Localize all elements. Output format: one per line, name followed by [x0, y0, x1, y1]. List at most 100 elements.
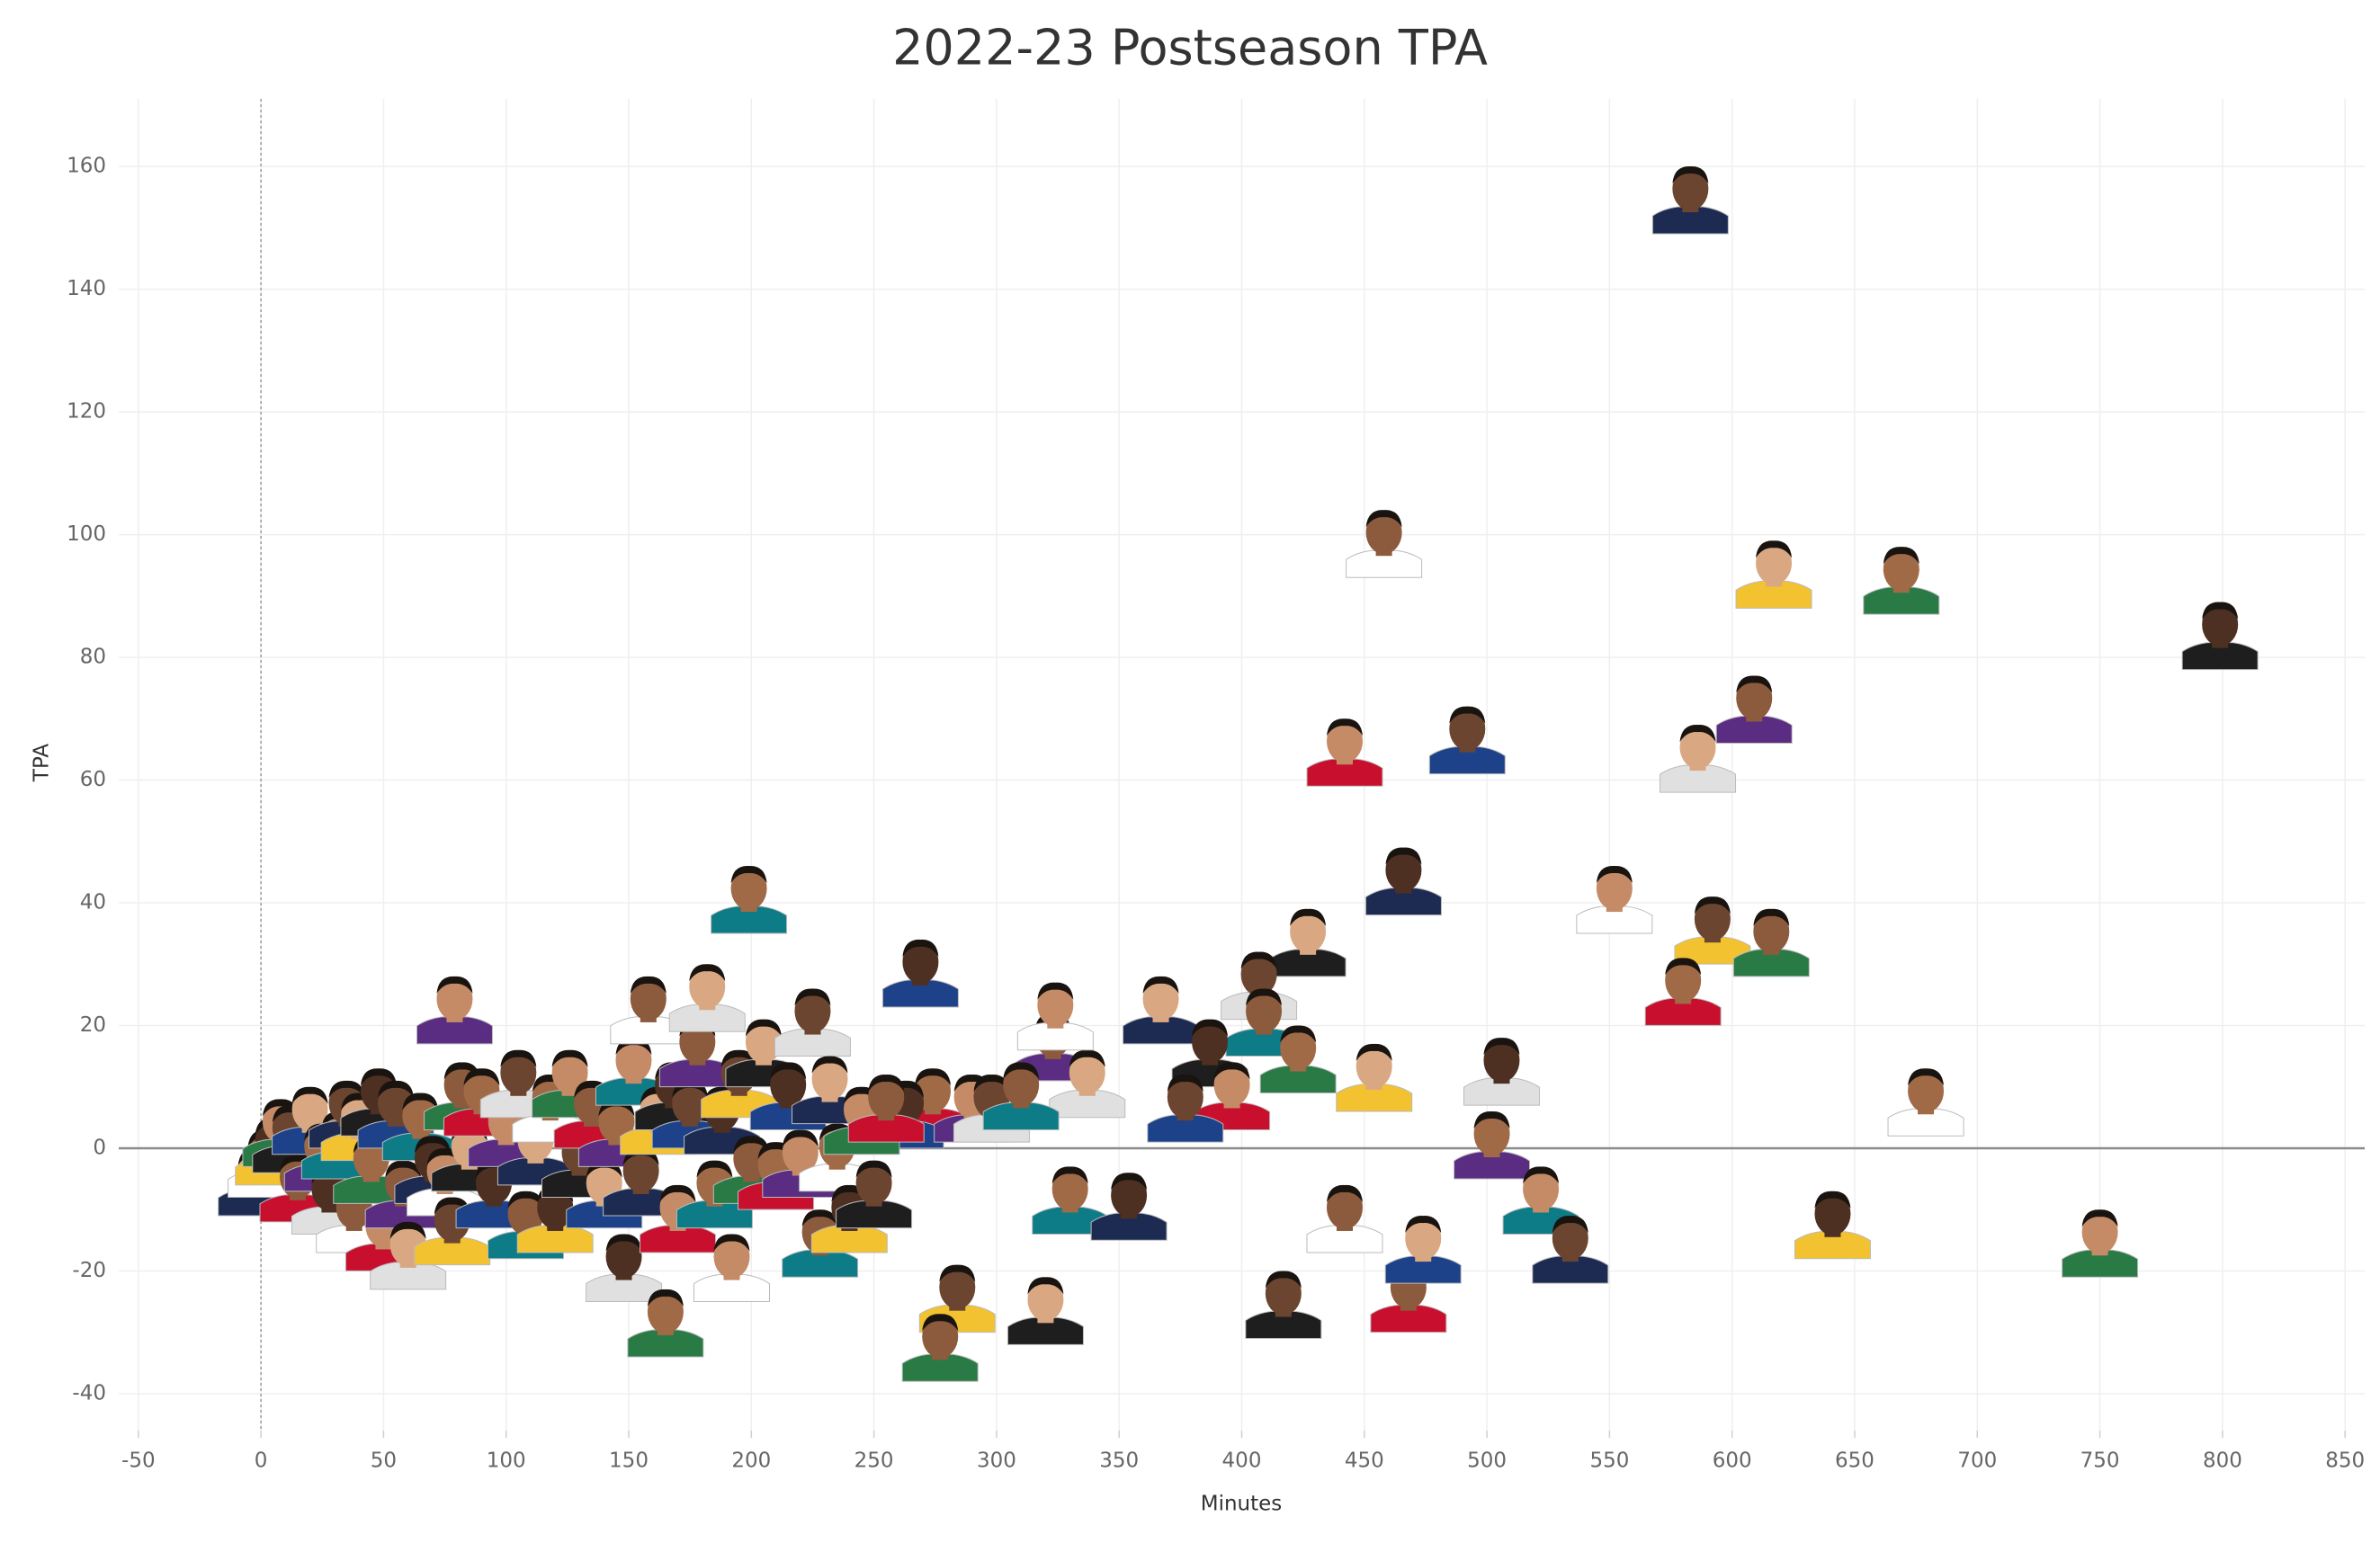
jersey [1306, 758, 1383, 787]
grid: -50 0 50 100 150 200 250 300 350 400 450 500 550 600 6… [67, 99, 2365, 1473]
jersey [414, 1237, 491, 1266]
hair [1883, 547, 1919, 565]
x-tick-label: 450 [1345, 1449, 1384, 1473]
head [500, 1050, 537, 1094]
jersey [1346, 549, 1423, 578]
player-marker [1454, 1111, 1531, 1180]
player-marker [1147, 1075, 1224, 1143]
jersey [1245, 1311, 1322, 1340]
player-marker [1007, 1277, 1084, 1345]
jersey [1576, 905, 1653, 934]
head [1596, 867, 1633, 911]
head [1326, 719, 1363, 763]
jersey [774, 1029, 851, 1057]
hair [414, 1136, 451, 1154]
hair [973, 1075, 1010, 1093]
hair [1449, 706, 1486, 724]
head [1679, 726, 1716, 770]
hair [1280, 1025, 1317, 1043]
head [770, 1063, 807, 1107]
hair [328, 1080, 365, 1098]
player-marker [1090, 1173, 1168, 1241]
hair [1192, 1019, 1229, 1037]
player-marker [901, 1314, 979, 1382]
jersey [586, 1274, 663, 1303]
player-marker [1863, 547, 1940, 615]
jersey [1364, 887, 1442, 916]
head [745, 1020, 782, 1064]
hair [1326, 718, 1363, 736]
hair [1240, 951, 1277, 969]
y-tick-label: -20 [72, 1259, 106, 1282]
head [1753, 909, 1790, 953]
player-marker [1245, 1271, 1322, 1340]
head [689, 965, 726, 1009]
head [902, 940, 939, 984]
jersey [1794, 1231, 1871, 1260]
player-marker [416, 976, 493, 1045]
chart-title: 2022-23 Postseason TPA [892, 20, 1488, 76]
hair [855, 1160, 892, 1178]
player-marker [1032, 1166, 1109, 1235]
hair [730, 866, 767, 884]
hair [551, 1049, 588, 1067]
head [598, 1100, 635, 1144]
hair [436, 976, 473, 994]
jersey [1651, 206, 1729, 235]
jersey [1384, 1255, 1462, 1284]
player-marker [640, 1184, 717, 1253]
jersey [1428, 746, 1506, 775]
jersey [881, 979, 959, 1008]
player-marker [1660, 725, 1737, 793]
hair [770, 1062, 807, 1080]
head [1265, 1271, 1302, 1316]
hair [1679, 725, 1716, 743]
head [1552, 1217, 1588, 1261]
head [939, 1265, 976, 1309]
jersey [982, 1102, 1060, 1130]
hair [1753, 908, 1790, 926]
player-marker [1674, 896, 1751, 965]
head [1385, 848, 1422, 892]
hair [1356, 1043, 1392, 1061]
y-tick-label: 40 [80, 891, 106, 914]
head [2202, 602, 2239, 647]
head [672, 1081, 709, 1125]
player-marker [1259, 1025, 1337, 1094]
hair [1246, 988, 1283, 1006]
hair [1908, 1068, 1945, 1086]
hair [507, 1191, 544, 1209]
jersey [711, 905, 788, 934]
jersey [1735, 580, 1812, 609]
hair [2081, 1209, 2118, 1227]
hair [1290, 908, 1327, 926]
hair [1069, 1049, 1105, 1067]
hair [1142, 976, 1179, 994]
hair [794, 988, 831, 1006]
jersey [1336, 1084, 1413, 1112]
hair [443, 1062, 480, 1080]
head [1142, 977, 1179, 1021]
player-marker [982, 1062, 1060, 1130]
hair [922, 1314, 959, 1332]
head [1736, 676, 1773, 720]
jersey [1016, 1022, 1094, 1051]
y-tick-label: 120 [67, 400, 106, 424]
player-marker [1384, 1216, 1462, 1284]
hair [733, 1136, 770, 1154]
hair [696, 1160, 733, 1178]
head [1449, 707, 1486, 751]
jersey [1306, 1225, 1383, 1253]
hair [500, 1049, 537, 1067]
y-axis-title: TPA [31, 744, 54, 782]
player-marker [1364, 847, 1442, 916]
head [1051, 1167, 1088, 1211]
player-marker [1306, 1184, 1383, 1253]
jersey [2181, 642, 2259, 671]
player-marker [1269, 908, 1347, 977]
player-marker [1306, 718, 1383, 787]
hair [1483, 1038, 1520, 1056]
jersey [1049, 1090, 1126, 1119]
head [1665, 959, 1702, 1003]
head [1213, 1063, 1250, 1107]
